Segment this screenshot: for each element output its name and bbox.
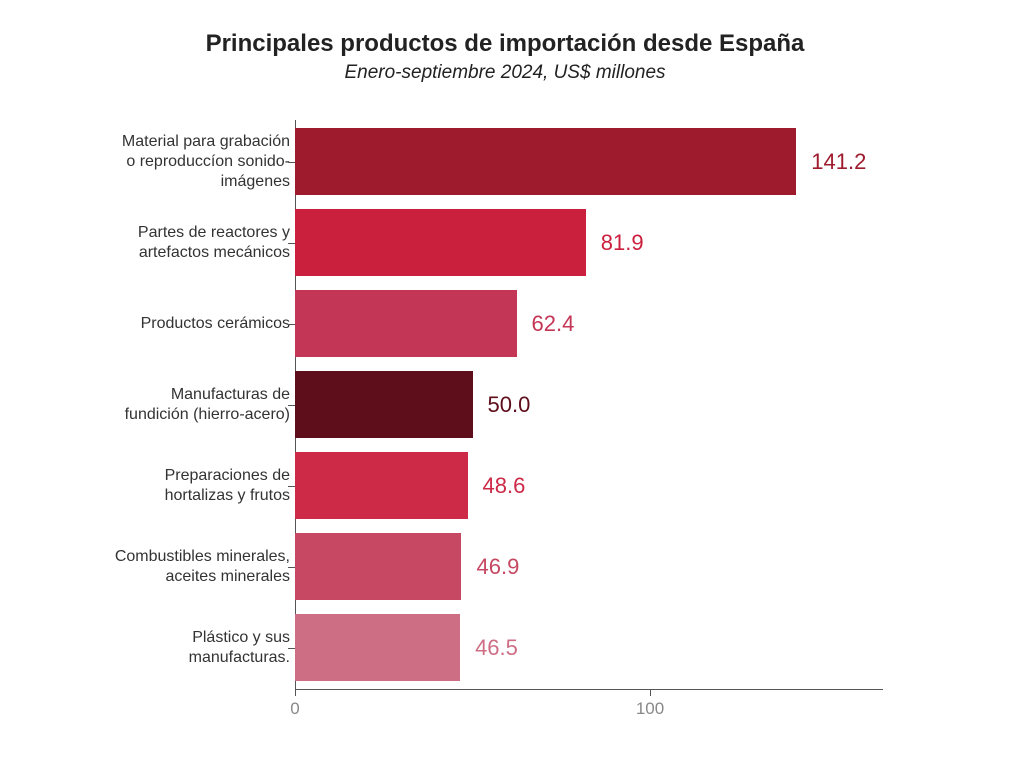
bar-row: 48.6 xyxy=(295,452,525,519)
x-axis-label: 100 xyxy=(636,699,664,719)
bar-row: 81.9 xyxy=(295,209,644,276)
x-axis-label: 0 xyxy=(290,699,299,719)
y-axis-tick xyxy=(288,405,295,406)
bar xyxy=(295,290,517,357)
x-axis-tick xyxy=(295,689,296,696)
y-axis-tick xyxy=(288,648,295,649)
chart-subtitle: Enero-septiembre 2024, US$ millones xyxy=(0,62,1010,84)
bar xyxy=(295,533,461,600)
plot-area: 141.2 81.9 62.4 50.0 48.6 46.9 46.5 xyxy=(295,120,985,720)
bar-value-label: 62.4 xyxy=(532,311,575,337)
bar-value-label: 48.6 xyxy=(483,473,526,499)
bar-row: 141.2 xyxy=(295,128,866,195)
bar-row: 46.5 xyxy=(295,614,518,681)
y-axis-label: Material para grabación o reproduccíon s… xyxy=(110,132,290,192)
y-axis-tick xyxy=(288,486,295,487)
bar xyxy=(295,614,460,681)
bar-value-label: 46.5 xyxy=(475,635,518,661)
bar xyxy=(295,452,468,519)
y-axis-tick xyxy=(288,243,295,244)
bar xyxy=(295,128,796,195)
bar-row: 46.9 xyxy=(295,533,519,600)
bar xyxy=(295,209,586,276)
chart-title: Principales productos de importación des… xyxy=(0,0,1010,58)
bar-value-label: 50.0 xyxy=(488,392,531,418)
y-axis-label: Partes de reactores y artefactos mecánic… xyxy=(110,223,290,263)
bar-row: 62.4 xyxy=(295,290,574,357)
bar-value-label: 141.2 xyxy=(811,149,866,175)
y-axis-label: Preparaciones de hortalizas y frutos xyxy=(110,466,290,506)
y-axis-label: Manufacturas de fundición (hierro-acero) xyxy=(110,385,290,425)
y-axis-tick xyxy=(288,324,295,325)
y-axis-label: Productos cerámicos xyxy=(110,314,290,334)
bar-value-label: 46.9 xyxy=(476,554,519,580)
x-axis xyxy=(295,689,883,690)
y-axis-label: Combustibles minerales, aceites minerale… xyxy=(110,547,290,587)
y-axis-label: Plástico y sus manufacturas. xyxy=(110,628,290,668)
bar-value-label: 81.9 xyxy=(601,230,644,256)
y-axis-tick xyxy=(288,162,295,163)
x-axis-tick xyxy=(650,689,651,696)
bar xyxy=(295,371,473,438)
bar-row: 50.0 xyxy=(295,371,530,438)
y-axis-tick xyxy=(288,567,295,568)
